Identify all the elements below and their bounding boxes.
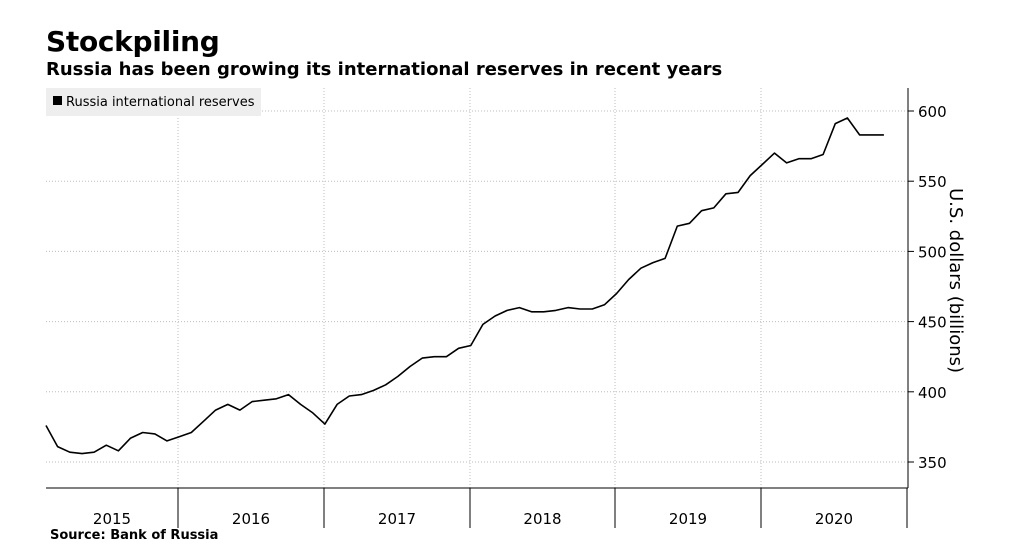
chart-subtitle: Russia has been growing its internationa… bbox=[46, 59, 723, 80]
x-tick-label: 2017 bbox=[378, 510, 416, 528]
y-tick-label: 500 bbox=[918, 243, 947, 261]
legend-entry: Russia international reserves bbox=[66, 95, 255, 110]
series-line-reserves bbox=[45, 117, 884, 455]
x-tick-label: 2018 bbox=[523, 510, 561, 528]
legend: Russia international reserves bbox=[46, 88, 261, 116]
y-tick-label: 600 bbox=[918, 103, 947, 121]
chart-title: Stockpiling bbox=[46, 25, 220, 58]
x-tick-label: 2019 bbox=[669, 510, 707, 528]
y-axis-label: U.S. dollars (billions) bbox=[945, 188, 966, 373]
legend-swatch bbox=[53, 96, 62, 105]
x-tick-label: 2016 bbox=[232, 510, 270, 528]
x-tick-label: 2015 bbox=[93, 510, 131, 528]
y-tick-label: 350 bbox=[918, 454, 947, 472]
x-tick-label: 2020 bbox=[815, 510, 853, 528]
source-note: Source: Bank of Russia bbox=[50, 528, 219, 543]
grid-lines bbox=[46, 88, 908, 488]
y-tick-label: 550 bbox=[918, 173, 947, 191]
axes: 350 400 450 500 550 600 2015 2016 2017 2018 2019 20… bbox=[46, 88, 947, 528]
y-tick-label: 450 bbox=[918, 314, 947, 332]
y-tick-label: 400 bbox=[918, 384, 947, 402]
series-layer bbox=[45, 117, 884, 455]
legend-background bbox=[46, 88, 261, 116]
